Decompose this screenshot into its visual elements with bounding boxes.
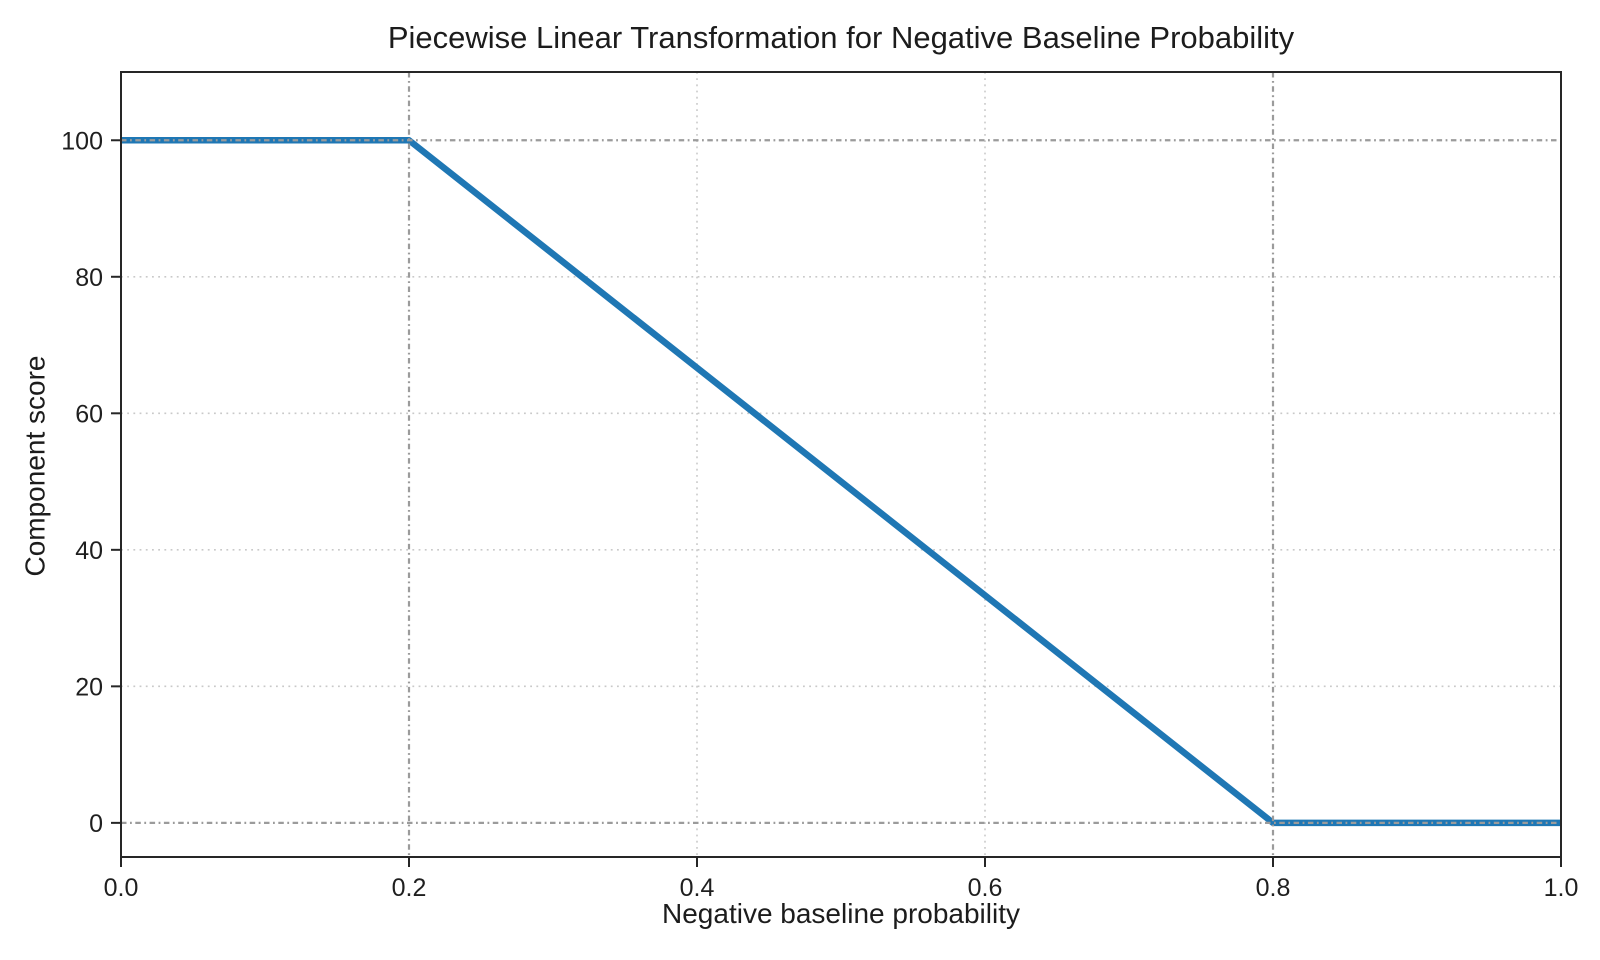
y-tick-label: 80	[75, 264, 103, 292]
y-tick-label: 100	[61, 127, 103, 155]
x-tick-label: 1.0	[1544, 874, 1579, 902]
chart-title: Piecewise Linear Transformation for Nega…	[387, 20, 1295, 55]
y-tick-label: 0	[89, 810, 103, 838]
x-tick-label: 0.0	[104, 874, 139, 902]
x-axis-label: Negative baseline probability	[662, 898, 1020, 929]
x-tick-label: 0.8	[1256, 874, 1291, 902]
x-tick-label: 0.4	[680, 874, 715, 902]
y-tick-label: 60	[75, 400, 103, 428]
y-tick-label: 20	[75, 673, 103, 701]
x-tick-label: 0.2	[392, 874, 427, 902]
x-tick-label: 0.6	[968, 874, 1003, 902]
plot-spines	[120, 71, 1562, 858]
y-axis-label: Component score	[19, 355, 51, 577]
y-tick-label: 40	[75, 537, 103, 565]
series-line-component-score	[121, 137, 1561, 827]
